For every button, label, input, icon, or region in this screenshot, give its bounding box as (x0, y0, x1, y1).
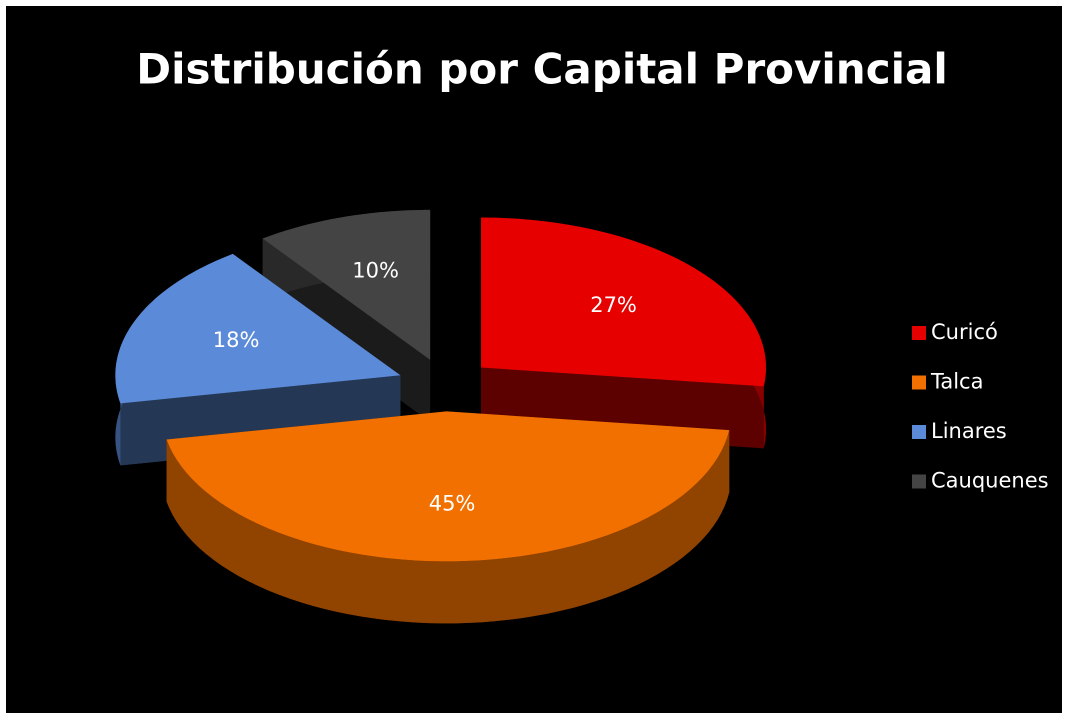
slice (481, 217, 766, 449)
legend-swatch (912, 425, 926, 439)
legend-label: Curicó (931, 320, 998, 344)
data-label: 18% (213, 328, 260, 352)
slice-outer-side (166, 430, 730, 624)
legend-swatch (912, 474, 926, 489)
legend-swatch (912, 375, 926, 390)
slice (166, 411, 730, 624)
data-label: 10% (352, 258, 399, 282)
data-label: 27% (590, 293, 637, 317)
slice (481, 217, 766, 387)
legend-label: Linares (931, 419, 1007, 443)
slice (115, 253, 401, 404)
legend-swatch (912, 326, 926, 340)
slice (166, 411, 730, 562)
slice (262, 209, 431, 360)
legend-label: Cauquenes (931, 469, 1049, 493)
chart-title: Distribución por Capital Provincial (136, 45, 947, 94)
data-label: 45% (429, 491, 476, 515)
legend-label: Talca (930, 370, 983, 394)
